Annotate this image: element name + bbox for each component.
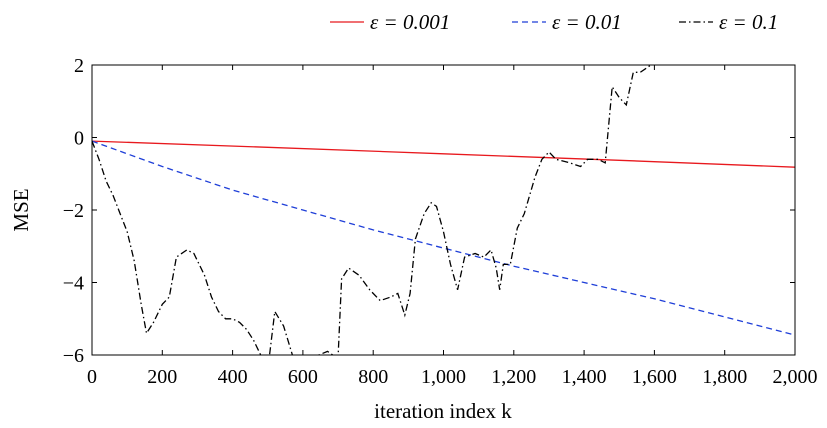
legend-label-1: ε = 0.001	[370, 10, 450, 34]
legend-label-3: ε = 0.1	[719, 10, 778, 34]
x-tick-label: 600	[288, 366, 318, 388]
x-tick-label: 1,800	[702, 366, 747, 388]
x-tick-label: 400	[218, 366, 248, 388]
y-tick-label: −2	[63, 200, 84, 222]
x-tick-label: 2,000	[773, 366, 818, 388]
series-line-3	[92, 65, 652, 355]
series-line-1	[92, 140, 795, 168]
legend: ε = 0.001 ε = 0.01 ε = 0.1	[330, 10, 778, 34]
x-tick-label: 1,200	[491, 366, 536, 388]
y-tick-label: 0	[74, 128, 84, 150]
ticks: 0 200 400 600 800 1,000 1,200 1,400 1,600 1,800 2,…	[63, 55, 818, 388]
y-tick-label: −4	[63, 273, 84, 295]
plot-frame	[91, 64, 796, 356]
x-tick-label: 800	[358, 366, 388, 388]
x-tick-label: 0	[87, 366, 97, 388]
y-tick-label: −6	[63, 345, 84, 367]
x-tick-label: 200	[147, 366, 177, 388]
series-layer	[92, 65, 795, 355]
x-axis-label: iteration index k	[374, 399, 512, 423]
y-axis-label: MSE	[9, 188, 33, 231]
legend-label-2: ε = 0.01	[552, 10, 622, 34]
x-tick-label: 1,000	[421, 366, 466, 388]
x-tick-label: 1,400	[562, 366, 607, 388]
series-line-2	[92, 140, 795, 336]
x-tick-label: 1,600	[632, 366, 677, 388]
y-tick-label: 2	[74, 55, 84, 77]
